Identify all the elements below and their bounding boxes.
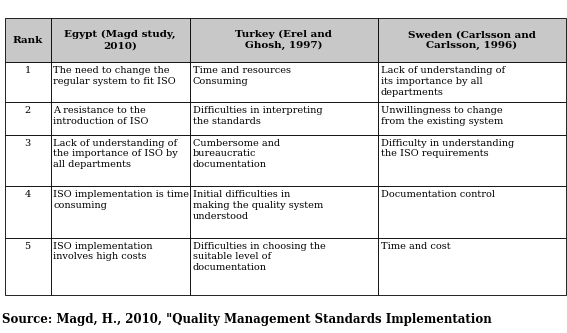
Bar <box>190 186 378 237</box>
Bar <box>190 237 378 295</box>
Bar <box>378 186 566 237</box>
Text: Time and cost: Time and cost <box>380 241 450 250</box>
Bar <box>5 135 50 186</box>
Text: Difficulty in understanding
the ISO requirements: Difficulty in understanding the ISO requ… <box>380 139 514 158</box>
Text: Time and resources
Consuming: Time and resources Consuming <box>193 66 291 86</box>
Text: Initial difficulties in
making the quality system
understood: Initial difficulties in making the quali… <box>193 190 323 220</box>
Text: The need to change the
regular system to fit ISO: The need to change the regular system to… <box>53 66 176 86</box>
Text: ISO implementation
involves high costs: ISO implementation involves high costs <box>53 241 153 261</box>
Text: Cumbersome and
bureaucratic
documentation: Cumbersome and bureaucratic documentatio… <box>193 139 280 169</box>
Bar <box>5 18 50 62</box>
Text: Rank: Rank <box>12 36 43 45</box>
Text: Source: Magd, H., 2010, "Quality Management Standards Implementation: Source: Magd, H., 2010, "Quality Managem… <box>2 313 492 326</box>
Bar <box>50 102 190 135</box>
Text: Turkey (Erel and
Ghosh, 1997): Turkey (Erel and Ghosh, 1997) <box>235 30 332 50</box>
Bar <box>378 102 566 135</box>
Bar <box>5 102 50 135</box>
Text: 2: 2 <box>24 106 31 115</box>
Bar <box>50 62 190 102</box>
Bar <box>378 62 566 102</box>
Text: Unwillingness to change
from the existing system: Unwillingness to change from the existin… <box>380 106 503 126</box>
Bar <box>378 18 566 62</box>
Text: 4: 4 <box>24 190 31 199</box>
Text: Lack of understanding of
its importance by all
departments: Lack of understanding of its importance … <box>380 66 505 97</box>
Text: 3: 3 <box>24 139 31 148</box>
Bar <box>50 135 190 186</box>
Text: Egypt (Magd study,
2010): Egypt (Magd study, 2010) <box>65 30 176 50</box>
Bar <box>378 135 566 186</box>
Bar <box>190 135 378 186</box>
Text: 5: 5 <box>24 241 31 250</box>
Bar <box>378 237 566 295</box>
Text: Difficulties in choosing the
suitable level of
documentation: Difficulties in choosing the suitable le… <box>193 241 325 272</box>
Text: 1: 1 <box>24 66 31 75</box>
Text: Lack of understanding of
the importance of ISO by
all departments: Lack of understanding of the importance … <box>53 139 178 169</box>
Bar <box>5 237 50 295</box>
Text: Sweden (Carlsson and
Carlsson, 1996): Sweden (Carlsson and Carlsson, 1996) <box>408 30 536 50</box>
Bar <box>190 62 378 102</box>
Bar <box>5 186 50 237</box>
Bar <box>190 102 378 135</box>
Text: A resistance to the
introduction of ISO: A resistance to the introduction of ISO <box>53 106 149 126</box>
Bar <box>190 18 378 62</box>
Text: ISO implementation is time
consuming: ISO implementation is time consuming <box>53 190 189 210</box>
Text: Documentation control: Documentation control <box>380 190 494 199</box>
Bar <box>50 237 190 295</box>
Text: Difficulties in interpreting
the standards: Difficulties in interpreting the standar… <box>193 106 322 126</box>
Bar <box>5 62 50 102</box>
Bar <box>50 186 190 237</box>
Bar <box>50 18 190 62</box>
